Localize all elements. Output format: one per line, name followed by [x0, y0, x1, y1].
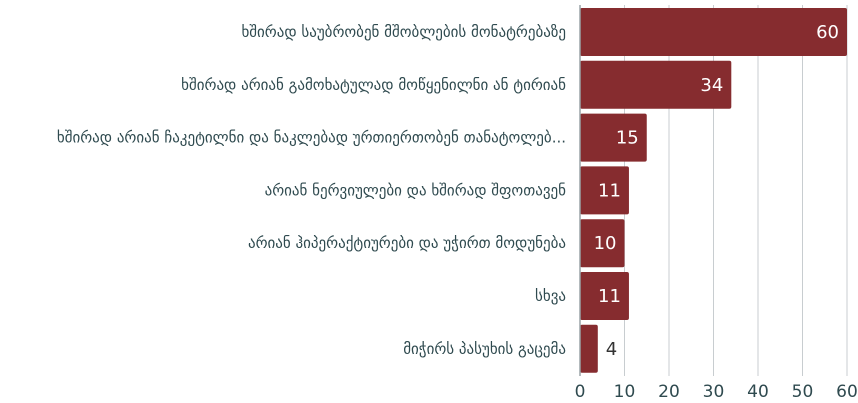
data-label: 34 [700, 75, 723, 96]
category-label: სხვა [535, 287, 566, 305]
category-label: ხშირად არიან გამოხატულად მოწყენილნი ან ტ… [181, 76, 566, 94]
data-label: 11 [598, 180, 621, 201]
x-tick-label: 10 [614, 382, 636, 402]
x-tick-label: 60 [836, 382, 858, 402]
category-label: ხშირად არიან ჩაკეტილნი და ნაკლებად ურთიე… [57, 129, 566, 147]
bar [580, 324, 598, 373]
data-label: 10 [594, 233, 617, 254]
x-axis-ticks: 0 10 20 30 40 50 60 [575, 382, 858, 402]
bar [580, 8, 847, 56]
data-label: 4 [606, 339, 617, 360]
category-label: არიან ნერვიულები და ხშირად შფოთავენ [265, 181, 567, 199]
x-tick-label: 0 [575, 382, 586, 402]
x-tick-label: 20 [658, 382, 680, 402]
bar [580, 113, 647, 162]
bar [580, 219, 625, 268]
x-tick-label: 30 [703, 382, 725, 402]
category-labels: ხშირად საუბრობენ მშობლების მონატრებაზე ხშ… [57, 23, 566, 358]
x-tick-label: 50 [792, 382, 814, 402]
x-tick-label: 40 [747, 382, 769, 402]
bar [580, 60, 732, 109]
bar [580, 272, 629, 320]
grid-lines [624, 5, 848, 376]
bars: 60 34 15 11 10 11 4 [580, 8, 847, 373]
data-label: 11 [598, 286, 621, 307]
category-label: ხშირად საუბრობენ მშობლების მონატრებაზე [241, 23, 566, 41]
category-label: მიჭირს პასუხის გაცემა [403, 340, 566, 358]
category-label: არიან ჰიპერაქტიურები და უჭირთ მოდუნება [248, 234, 566, 252]
bar [580, 166, 629, 215]
data-label: 15 [616, 128, 639, 149]
data-label: 60 [816, 22, 839, 43]
